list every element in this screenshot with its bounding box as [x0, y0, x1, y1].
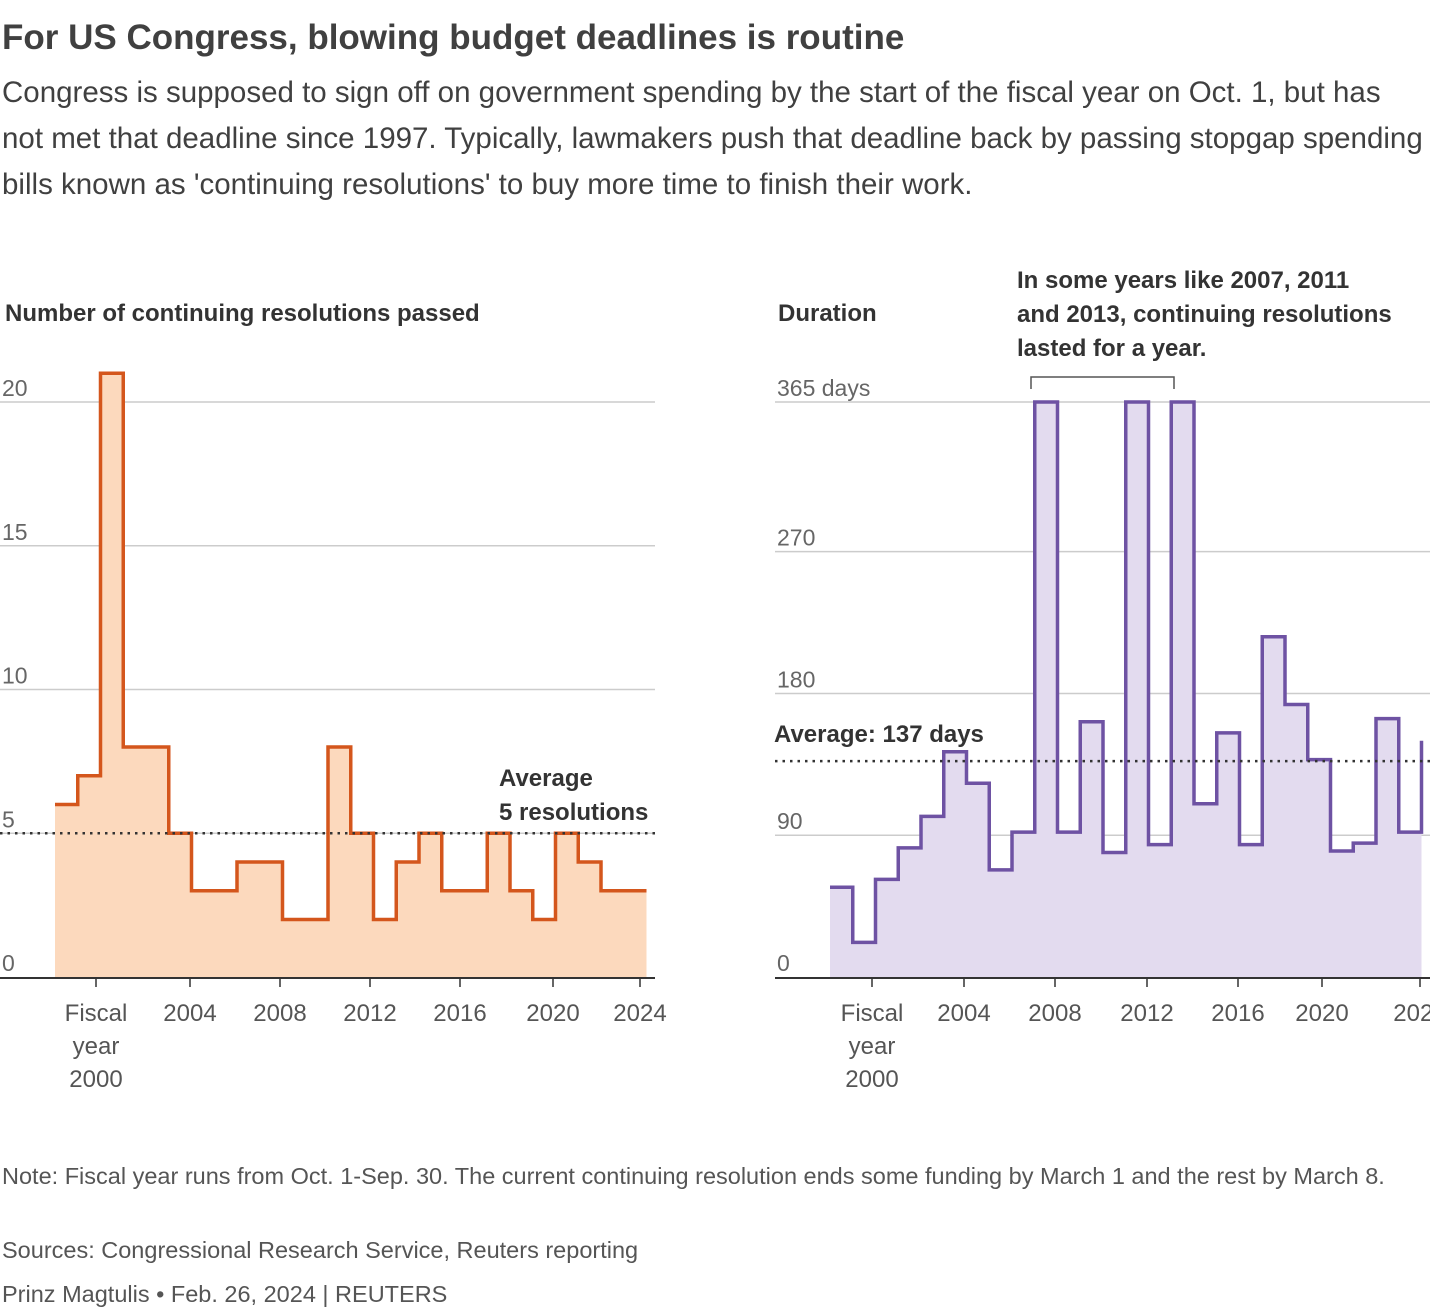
y-tick-label: 20 [2, 375, 28, 401]
left-average-label-line1: Average [499, 765, 593, 792]
chart-title: For US Congress, blowing budget deadline… [2, 18, 905, 57]
x-tick-label: 2016 [433, 1000, 486, 1027]
right-panel-title: Duration [778, 300, 877, 327]
x-tick-label: Fiscal [65, 1000, 128, 1027]
chart-subtitle: Congress is supposed to sign off on gove… [2, 76, 1423, 201]
annotation-bracket [1030, 376, 1175, 389]
x-tick-label: 2000 [69, 1066, 122, 1093]
y-tick-label: 180 [777, 666, 815, 692]
footer-note: Note: Fiscal year runs from Oct. 1-Sep. … [2, 1163, 1385, 1189]
x-tick-label: 2024 [613, 1000, 666, 1027]
x-tick-label: 2008 [1028, 1000, 1081, 1027]
y-tick-label: 5 [2, 806, 15, 832]
x-tick-label: Fiscal [841, 1000, 904, 1027]
left-panel-title: Number of continuing resolutions passed [5, 300, 480, 327]
y-tick-label: 0 [2, 950, 15, 976]
right-chart: 0 90 180 270 365 days Fiscal year 2000 2004 2008 2… [775, 375, 1430, 1093]
x-tick-label: year [849, 1033, 896, 1060]
y-tick-label: 365 days [777, 375, 870, 401]
x-tick-label: 2008 [253, 1000, 306, 1027]
annotation-line3: lasted for a year. [1017, 335, 1207, 362]
y-tick-label: 10 [2, 663, 28, 689]
left-average-label: Average 5 resolutions [499, 762, 648, 830]
footer-sources: Sources: Congressional Research Service,… [2, 1237, 639, 1263]
series-line [830, 400, 1424, 945]
x-tick-label: 2020 [526, 1000, 579, 1027]
year-long-annotation: In some years like 2007, 2011 and 2013, … [1017, 264, 1392, 366]
x-tick-label: 2012 [343, 1000, 396, 1027]
y-tick-label: 15 [2, 519, 28, 545]
y-tick-label: 0 [777, 950, 790, 976]
footer-byline: Prinz Magtulis • Feb. 26, 2024 | REUTERS [2, 1281, 448, 1307]
left-chart: 0 5 10 15 20 Fiscal year 2000 2004 2008 2012 2016 20… [0, 371, 667, 1093]
x-tick-label: 2004 [163, 1000, 216, 1027]
series-area [55, 373, 647, 977]
x-tick-label: 2012 [1120, 1000, 1173, 1027]
x-tick-label: 2000 [845, 1066, 898, 1093]
charts-svg: 0 5 10 15 20 Fiscal year 2000 2004 2008 2012 2016 20… [0, 371, 1430, 1093]
y-tick-label: 90 [777, 808, 803, 834]
y-tick-label: 270 [777, 525, 815, 551]
x-tick-label: 2020 [1295, 1000, 1348, 1027]
left-average-label-line2: 5 resolutions [499, 799, 649, 826]
x-tick-label: year [73, 1033, 120, 1060]
annotation-line1: In some years like 2007, 2011 [1017, 267, 1350, 294]
x-tick-label: 2024 [1393, 1000, 1430, 1027]
x-tick-label: 2004 [937, 1000, 990, 1027]
right-average-label: Average: 137 days [774, 721, 984, 748]
annotation-line2: and 2013, continuing resolutions [1017, 301, 1392, 328]
x-tick-label: 2016 [1211, 1000, 1264, 1027]
